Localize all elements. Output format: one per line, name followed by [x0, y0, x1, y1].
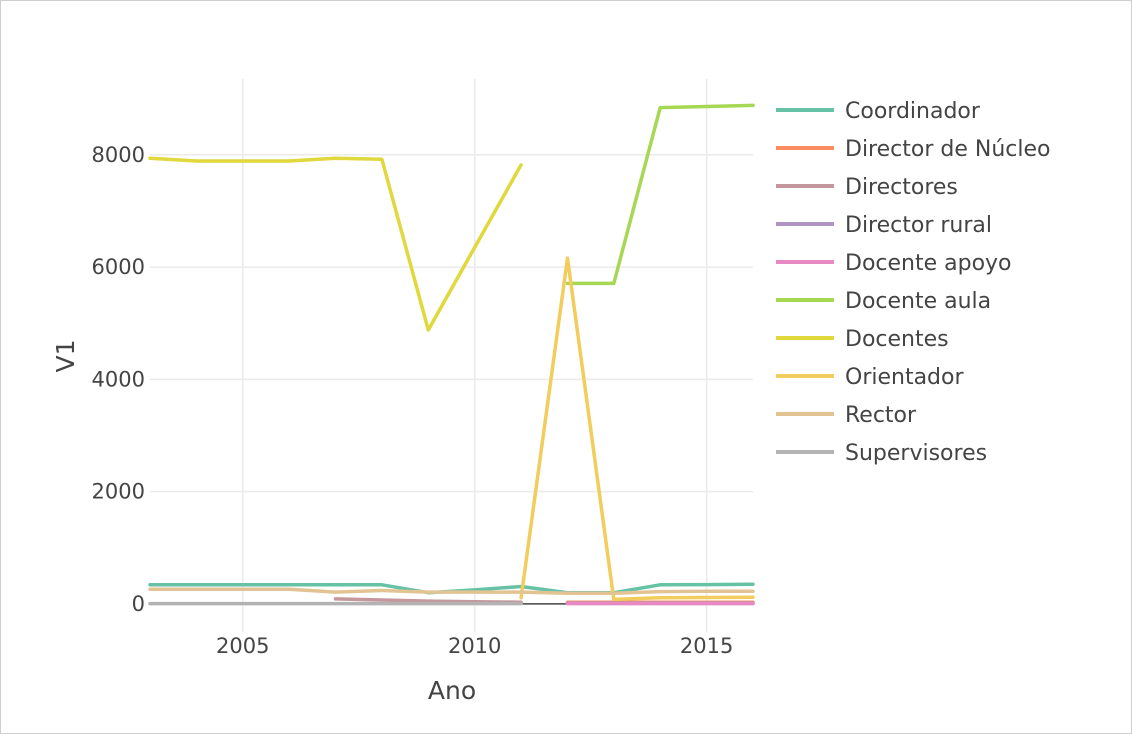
legend-label-director-rural: Director rural [845, 213, 992, 238]
y-tick-label-4: 8000 [92, 143, 145, 167]
legend-item-docente-aula[interactable]: Docente aula [776, 289, 991, 314]
legend-label-supervisores: Supervisores [845, 441, 987, 466]
y-tick-labels: 0 2000 4000 6000 8000 [92, 143, 145, 616]
legend-item-director-rural[interactable]: Director rural [776, 213, 992, 238]
legend-label-docente-apoyo: Docente apoyo [845, 251, 1012, 276]
gridlines [150, 79, 753, 632]
legend-item-rector[interactable]: Rector [776, 403, 917, 428]
x-tick-labels: 2005 2010 2015 [216, 634, 733, 658]
x-tick-label-0: 2005 [216, 634, 269, 658]
legend-item-docentes[interactable]: Docentes [776, 327, 949, 352]
legend-item-coordinador[interactable]: Coordinador [776, 99, 981, 124]
legend-label-director-de-n-cleo: Director de Núcleo [845, 137, 1050, 162]
legend-label-directores: Directores [845, 175, 958, 200]
y-tick-label-3: 6000 [92, 255, 145, 279]
series-line-rector[interactable] [148, 587, 755, 596]
series-line-docente-aula[interactable] [565, 103, 755, 286]
series-lines [148, 103, 755, 606]
y-tick-label-1: 2000 [92, 480, 145, 504]
legend-item-docente-apoyo[interactable]: Docente apoyo [776, 251, 1012, 276]
series-line-orientador[interactable] [519, 256, 755, 602]
y-axis-title: V1 [51, 339, 80, 372]
x-axis-title: Ano [428, 676, 476, 705]
legend-item-supervisores[interactable]: Supervisores [776, 441, 987, 466]
x-tick-label-2: 2015 [680, 634, 733, 658]
legend-label-rector: Rector [845, 403, 917, 428]
legend-item-director-de-n-cleo[interactable]: Director de Núcleo [776, 137, 1050, 162]
legend[interactable]: Coordinador Director de Núcleo Directores D… [776, 99, 1050, 466]
legend-label-docentes: Docentes [845, 327, 949, 352]
legend-label-coordinador: Coordinador [845, 99, 981, 124]
series-line-directores[interactable] [333, 597, 523, 604]
legend-label-docente-aula: Docente aula [845, 289, 991, 314]
x-tick-label-1: 2010 [448, 634, 501, 658]
y-tick-label-0: 0 [132, 592, 145, 616]
legend-label-orientador: Orientador [845, 365, 964, 390]
y-tick-label-2: 4000 [92, 367, 145, 391]
series-line-docentes[interactable] [148, 156, 523, 332]
legend-item-orientador[interactable]: Orientador [776, 365, 964, 390]
legend-item-directores[interactable]: Directores [776, 175, 958, 200]
